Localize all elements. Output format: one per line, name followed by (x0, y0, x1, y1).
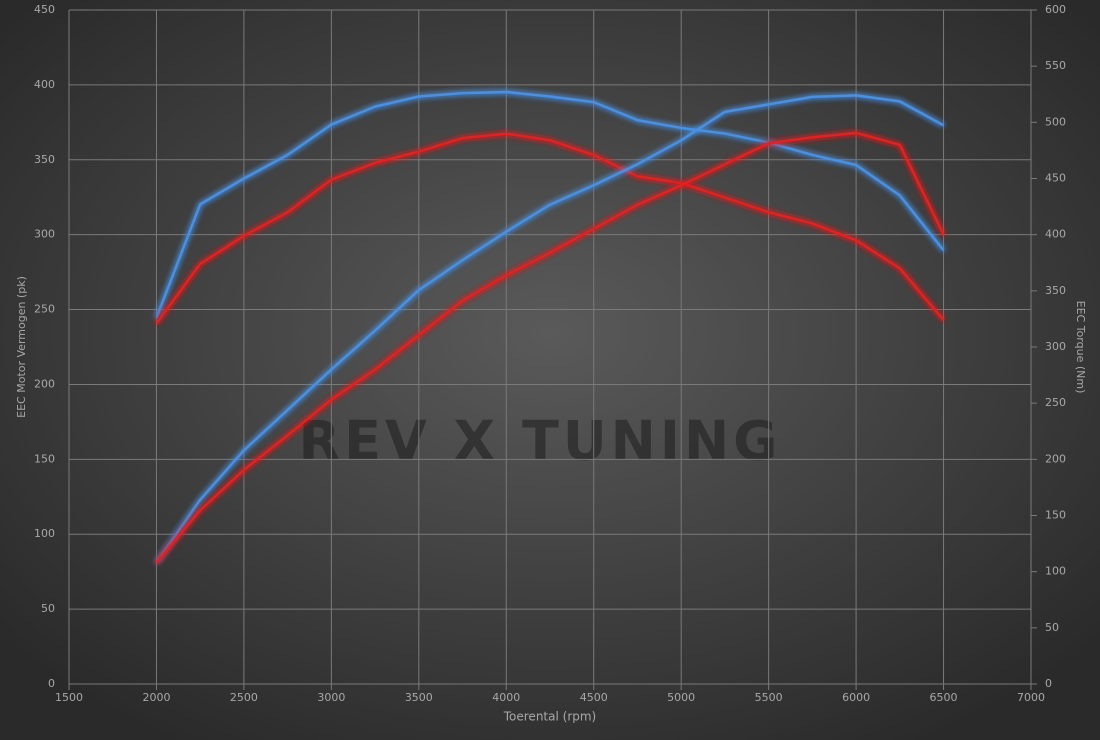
y2-tick-label: 150 (1045, 509, 1066, 522)
y-axis-label: EEC Motor Vermogen (pk) (15, 276, 28, 418)
y2-axis-label: EEC Torque (Nm) (1074, 301, 1087, 394)
x-axis-label: Toerental (rpm) (503, 710, 596, 724)
x-tick-label: 3500 (405, 691, 433, 704)
x-tick-label: 5500 (755, 691, 783, 704)
y2-tick-label: 450 (1045, 172, 1066, 185)
y-tick-label: 50 (41, 602, 55, 615)
y-tick-label: 0 (48, 677, 55, 690)
x-tick-label: 7000 (1017, 691, 1045, 704)
y-tick-label: 350 (34, 153, 55, 166)
x-tick-label: 6500 (930, 691, 958, 704)
x-tick-label: 2000 (142, 691, 170, 704)
y2-tick-label: 100 (1045, 565, 1066, 578)
x-tick-label: 5000 (667, 691, 695, 704)
series-line (155, 132, 945, 325)
series-line (155, 94, 945, 564)
y-tick-label: 200 (34, 377, 55, 390)
y2-tick-label: 550 (1045, 59, 1066, 72)
y2-tick-label: 300 (1045, 340, 1066, 353)
watermark: REV X TUNING (299, 410, 782, 473)
y-tick-label: 450 (34, 3, 55, 16)
y2-tick-label: 50 (1045, 621, 1059, 634)
y2-tick-label: 400 (1045, 228, 1066, 241)
y-tick-label: 150 (34, 452, 55, 465)
y-tick-label: 300 (34, 228, 55, 241)
series-line (155, 131, 945, 564)
x-tick-label: 4500 (580, 691, 608, 704)
y2-tick-label: 200 (1045, 452, 1066, 465)
y-tick-label: 100 (34, 527, 55, 540)
x-tick-label: 2500 (230, 691, 258, 704)
y2-tick-label: 600 (1045, 3, 1066, 16)
x-tick-label: 1500 (55, 691, 83, 704)
y-tick-label: 250 (34, 303, 55, 316)
y2-tick-label: 250 (1045, 396, 1066, 409)
y2-tick-label: 500 (1045, 115, 1066, 128)
y2-tick-label: 0 (1045, 677, 1052, 690)
y-tick-label: 400 (34, 78, 55, 91)
y2-tick-label: 350 (1045, 284, 1066, 297)
series-line (155, 90, 945, 319)
x-tick-label: 6000 (842, 691, 870, 704)
x-tick-label: 3000 (317, 691, 345, 704)
x-tick-label: 4000 (492, 691, 520, 704)
